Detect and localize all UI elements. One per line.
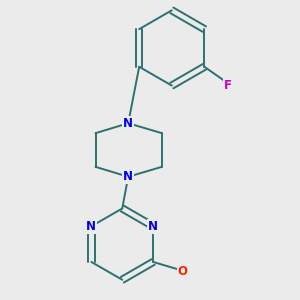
Text: F: F <box>224 79 232 92</box>
Text: N: N <box>123 117 133 130</box>
Text: N: N <box>148 220 158 233</box>
Text: O: O <box>178 266 188 278</box>
Text: N: N <box>86 220 96 233</box>
Text: N: N <box>123 170 133 183</box>
